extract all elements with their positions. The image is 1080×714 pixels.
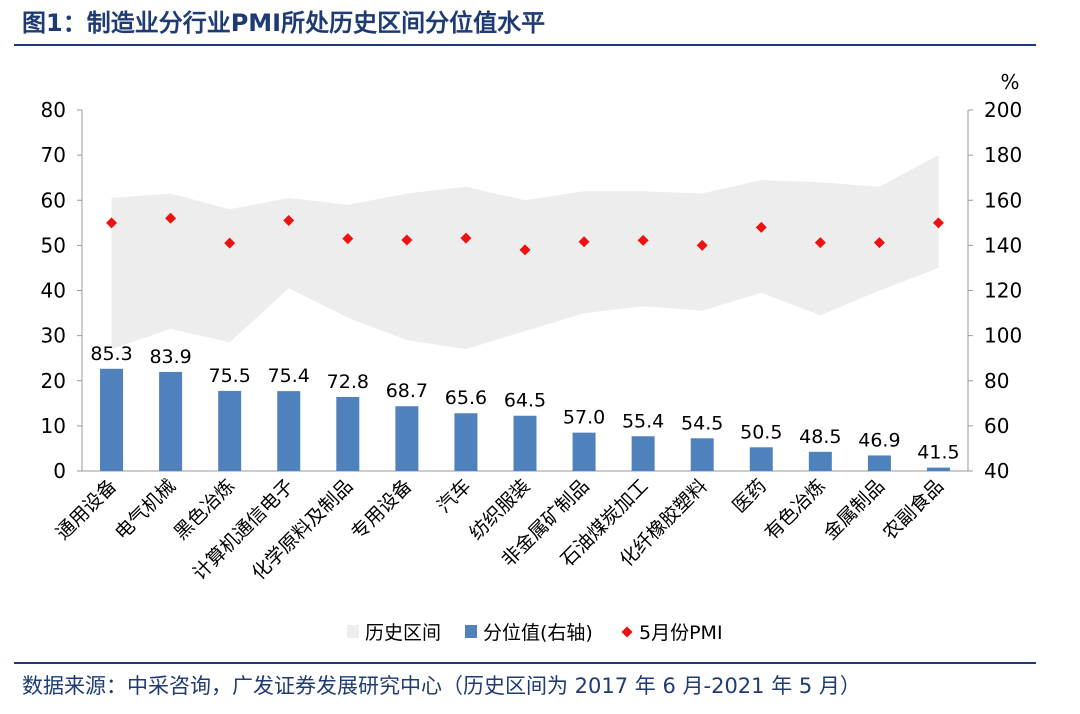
left-tick-label: 0 — [53, 459, 66, 483]
pmi-marker — [814, 237, 826, 249]
bar-value-label: 57.0 — [563, 407, 605, 429]
left-tick-label: 70 — [41, 143, 66, 167]
pmi-marker — [932, 217, 944, 229]
pmi-marker — [342, 233, 354, 245]
percentile-bar — [277, 391, 301, 471]
percentile-bar — [867, 455, 891, 471]
source-note: 数据来源：中采咨询，广发证券发展研究中心（历史区间为 2017 年 6 月-20… — [22, 674, 861, 698]
markers-group — [106, 212, 944, 256]
bar-value-label: 68.7 — [386, 380, 428, 402]
category-label: 电气机械 — [111, 475, 180, 544]
bar-value-label: 83.9 — [149, 346, 191, 368]
pmi-marker — [224, 237, 236, 249]
right-tick-label: 120 — [984, 279, 1022, 303]
axes-group: 0 10 20 30 40 50 60 70 80 40 60 80 100 120 140 160 180 20… — [41, 70, 1023, 483]
right-tick-label: 160 — [984, 188, 1022, 212]
right-tick-label: 100 — [984, 324, 1022, 348]
legend-swatch-marker — [621, 626, 633, 638]
left-tick-label: 80 — [41, 98, 66, 122]
right-tick-label: 40 — [984, 459, 1009, 483]
pmi-marker — [873, 237, 885, 249]
left-tick-label: 60 — [41, 188, 66, 212]
pmi-marker — [106, 217, 118, 229]
percentile-bar — [395, 406, 419, 471]
bars-group — [100, 368, 950, 471]
percentile-bar — [690, 438, 714, 471]
pmi-marker — [401, 234, 413, 246]
category-label: 化学原料及制品 — [248, 475, 358, 585]
right-tick-label: 140 — [984, 233, 1022, 257]
category-label: 汽车 — [433, 475, 475, 517]
pmi-marker — [696, 239, 708, 251]
legend-label: 历史区间 — [365, 622, 441, 644]
left-tick-label: 20 — [41, 369, 66, 393]
percentile-bar — [749, 447, 773, 471]
category-label: 金属制品 — [820, 475, 889, 544]
bar-value-label: 46.9 — [858, 429, 900, 451]
legend-label: 分位值(右轴) — [483, 622, 593, 644]
left-tick-label: 40 — [41, 279, 66, 303]
bar-value-label: 55.4 — [622, 410, 664, 432]
right-tick-label: 200 — [984, 98, 1022, 122]
pmi-marker — [165, 212, 177, 224]
percentile-bar — [926, 467, 950, 471]
percentile-bar — [513, 415, 537, 471]
pmi-marker — [755, 221, 767, 233]
pmi-marker — [637, 234, 649, 246]
legend-swatch-band — [347, 625, 359, 638]
pmi-marker — [519, 244, 531, 256]
percentile-bar — [572, 432, 596, 471]
category-label: 医药 — [728, 475, 770, 517]
percentile-bar — [100, 368, 124, 471]
bar-value-label: 41.5 — [917, 442, 959, 464]
right-tick-label: 80 — [984, 369, 1009, 393]
bar-value-label: 65.6 — [445, 387, 487, 409]
left-tick-label: 50 — [41, 233, 66, 257]
category-label: 专用设备 — [347, 475, 416, 544]
title-divider — [14, 44, 1036, 46]
legend-label: 5月份PMI — [639, 622, 723, 644]
left-tick-label: 10 — [41, 414, 66, 438]
legend-swatch-bar — [465, 625, 477, 638]
percentile-bar — [454, 413, 478, 471]
bar-value-label: 85.3 — [90, 343, 132, 365]
bar-value-label: 50.5 — [740, 421, 782, 443]
right-tick-label: 60 — [984, 414, 1009, 438]
legend-group: 历史区间 分位值(右轴) 5月份PMI — [347, 622, 723, 644]
bar-value-label: 72.8 — [327, 371, 369, 393]
bar-value-label: 54.5 — [681, 412, 723, 434]
percentile-bar — [808, 451, 832, 471]
percentile-bar — [218, 390, 242, 471]
pmi-marker — [283, 215, 295, 227]
left-tick-label: 30 — [41, 324, 66, 348]
right-axis-unit: % — [1000, 70, 1019, 94]
chart-title: 图1：制造业分行业PMI所处历史区间分位值水平 — [22, 9, 546, 37]
percentile-bar — [159, 371, 183, 471]
bar-value-label: 64.5 — [504, 390, 546, 412]
category-label: 通用设备 — [52, 475, 121, 544]
bar-value-label: 75.5 — [209, 365, 251, 387]
source-divider — [14, 662, 1036, 664]
right-tick-label: 180 — [984, 143, 1022, 167]
bar-value-label: 75.4 — [268, 365, 310, 387]
percentile-bar — [631, 436, 655, 471]
pmi-marker — [578, 236, 590, 248]
category-label: 计算机通信电子 — [189, 475, 299, 585]
pmi-marker — [460, 232, 472, 244]
percentile-bar — [336, 396, 360, 471]
category-label: 有色冶炼 — [761, 475, 830, 544]
bar-value-label: 48.5 — [799, 426, 841, 448]
category-label: 农副食品 — [879, 475, 948, 544]
